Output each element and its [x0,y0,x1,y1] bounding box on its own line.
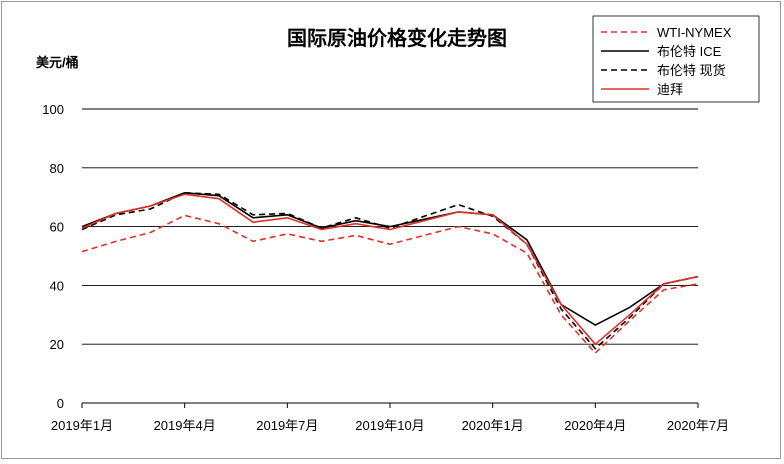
series-line-3 [81,193,699,346]
y-tick-label: 40 [50,278,64,293]
axes [81,402,699,408]
y-tick-labels: 0 20 40 60 80 100 [42,102,64,411]
x-tick-labels: 2019年1月 2019年4月 2019年7月 2019年10月 2020年1月 2020… [51,418,729,433]
x-tick-label: 2019年7月 [256,418,318,433]
legend-label: 布伦特 ICE [657,44,722,59]
y-tick-label: 60 [50,220,64,235]
y-axis-label: 美元/桶 [36,55,79,70]
x-tick-label: 2019年4月 [154,418,216,433]
x-tick-label: 2020年4月 [564,418,626,433]
series-lines [81,192,699,354]
y-tick-label: 0 [57,396,64,411]
series-line-1 [81,192,699,326]
y-tick-label: 20 [50,337,64,352]
series-line-2 [81,192,699,350]
legend-box [592,15,760,103]
series-line-0 [81,214,699,354]
x-tick-label: 2019年10月 [355,418,424,433]
legend-label: 布伦特 现货 [657,63,726,78]
legend-label: WTI-NYMEX [657,25,732,40]
x-tick-label: 2020年7月 [667,418,729,433]
x-tick-label: 2019年1月 [51,418,113,433]
x-tick-label: 2020年1月 [462,418,524,433]
y-tick-label: 100 [42,102,64,117]
y-tick-label: 80 [50,161,64,176]
legend-label: 迪拜 [657,82,683,97]
chart-title: 国际原油价格变化走势图 [287,26,507,50]
